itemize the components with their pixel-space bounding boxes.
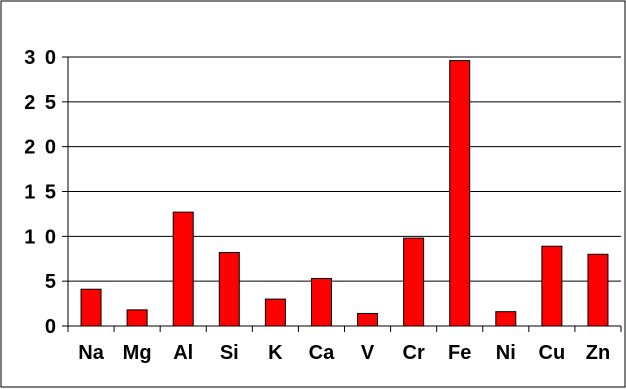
y-tick-label: 1 5: [24, 182, 58, 204]
bar-ca: [310, 277, 332, 327]
y-tick-label: 2 0: [24, 137, 58, 159]
bar-si: [218, 251, 240, 327]
bar-k: [264, 298, 286, 327]
x-tick-label: Mg: [123, 342, 152, 364]
x-tick-label: Al: [173, 342, 193, 364]
x-tick-label: Si: [220, 342, 239, 364]
y-tick-label: 1 0: [24, 226, 58, 248]
x-tick-label: Ni: [496, 342, 516, 364]
x-axis-ticks: Na Mg Al Si K Ca V Cr Fe Ni Cu Zn: [67, 326, 622, 364]
bar-na: [80, 288, 102, 327]
x-tick-label: Zn: [586, 342, 610, 364]
x-tick-label: K: [268, 342, 283, 364]
bar-mg: [126, 309, 148, 327]
x-tick-label: V: [361, 342, 375, 364]
y-tick-label: 5: [45, 271, 58, 293]
bar-zn: [587, 253, 609, 327]
y-tick-label: 0: [45, 316, 58, 338]
x-tick-label: Na: [78, 342, 104, 364]
bar-cr: [403, 237, 425, 327]
y-axis-ticks: 0 5 1 0 1 5 2 0 2 5 3 0: [24, 47, 68, 338]
bar-v: [357, 312, 379, 327]
bar-fe: [449, 60, 471, 327]
x-tick-label: Ca: [309, 342, 335, 364]
y-tick-label: 3 0: [24, 47, 58, 69]
bar-ni: [495, 311, 517, 327]
x-tick-label: Cr: [403, 342, 425, 364]
bar-al: [172, 211, 194, 327]
y-tick-label: 2 5: [24, 92, 58, 114]
bars: [80, 60, 609, 327]
x-tick-label: Fe: [448, 342, 471, 364]
gridlines: [68, 56, 621, 282]
x-tick-label: Cu: [539, 342, 566, 364]
bar-cu: [541, 245, 563, 327]
